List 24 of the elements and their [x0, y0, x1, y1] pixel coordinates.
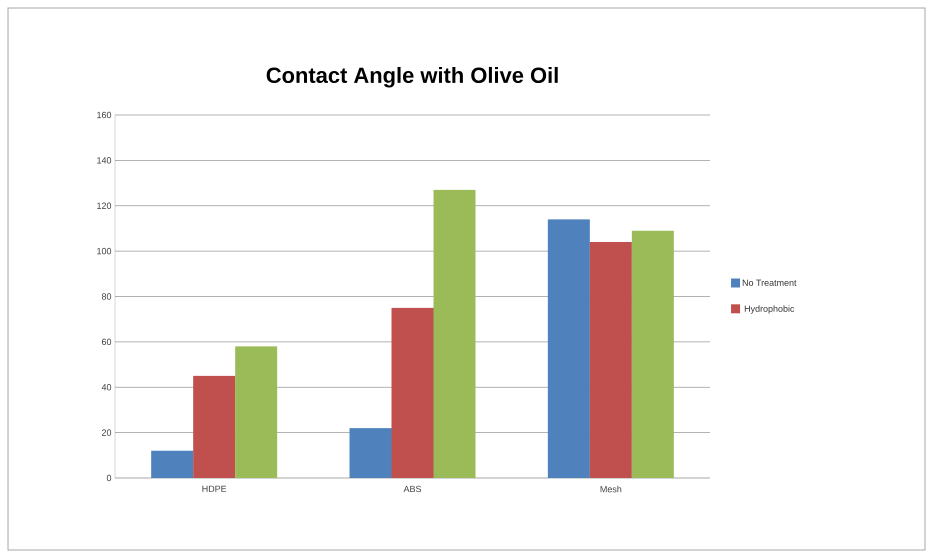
- bar: [590, 242, 632, 478]
- y-tick-label: 0: [106, 474, 112, 482]
- y-tick-label: 120: [97, 202, 112, 209]
- bar: [434, 190, 476, 478]
- bar: [548, 219, 590, 478]
- x-tick-label: Mesh: [600, 486, 622, 492]
- x-tick-label: ABS: [404, 486, 422, 492]
- y-tick-label: 100: [97, 248, 112, 254]
- y-tick-label: 160: [97, 112, 112, 118]
- chart-title: Contact Angle with Olive Oil: [266, 66, 558, 88]
- bar: [350, 428, 392, 478]
- legend-label: Hydrophobic: [744, 305, 794, 314]
- bar: [392, 308, 434, 478]
- y-tick-label: 140: [97, 157, 112, 164]
- bar: [632, 230, 674, 478]
- x-tick-label: HDPE: [202, 486, 226, 492]
- legend-label: No Treatment: [742, 280, 796, 286]
- y-tick-label: 40: [102, 384, 112, 390]
- y-tick-label: 60: [102, 338, 112, 346]
- y-tick-label: 80: [102, 293, 112, 300]
- bar: [193, 376, 236, 478]
- bar: [151, 450, 194, 478]
- y-tick-label: 20: [102, 429, 112, 436]
- bar: [235, 346, 278, 478]
